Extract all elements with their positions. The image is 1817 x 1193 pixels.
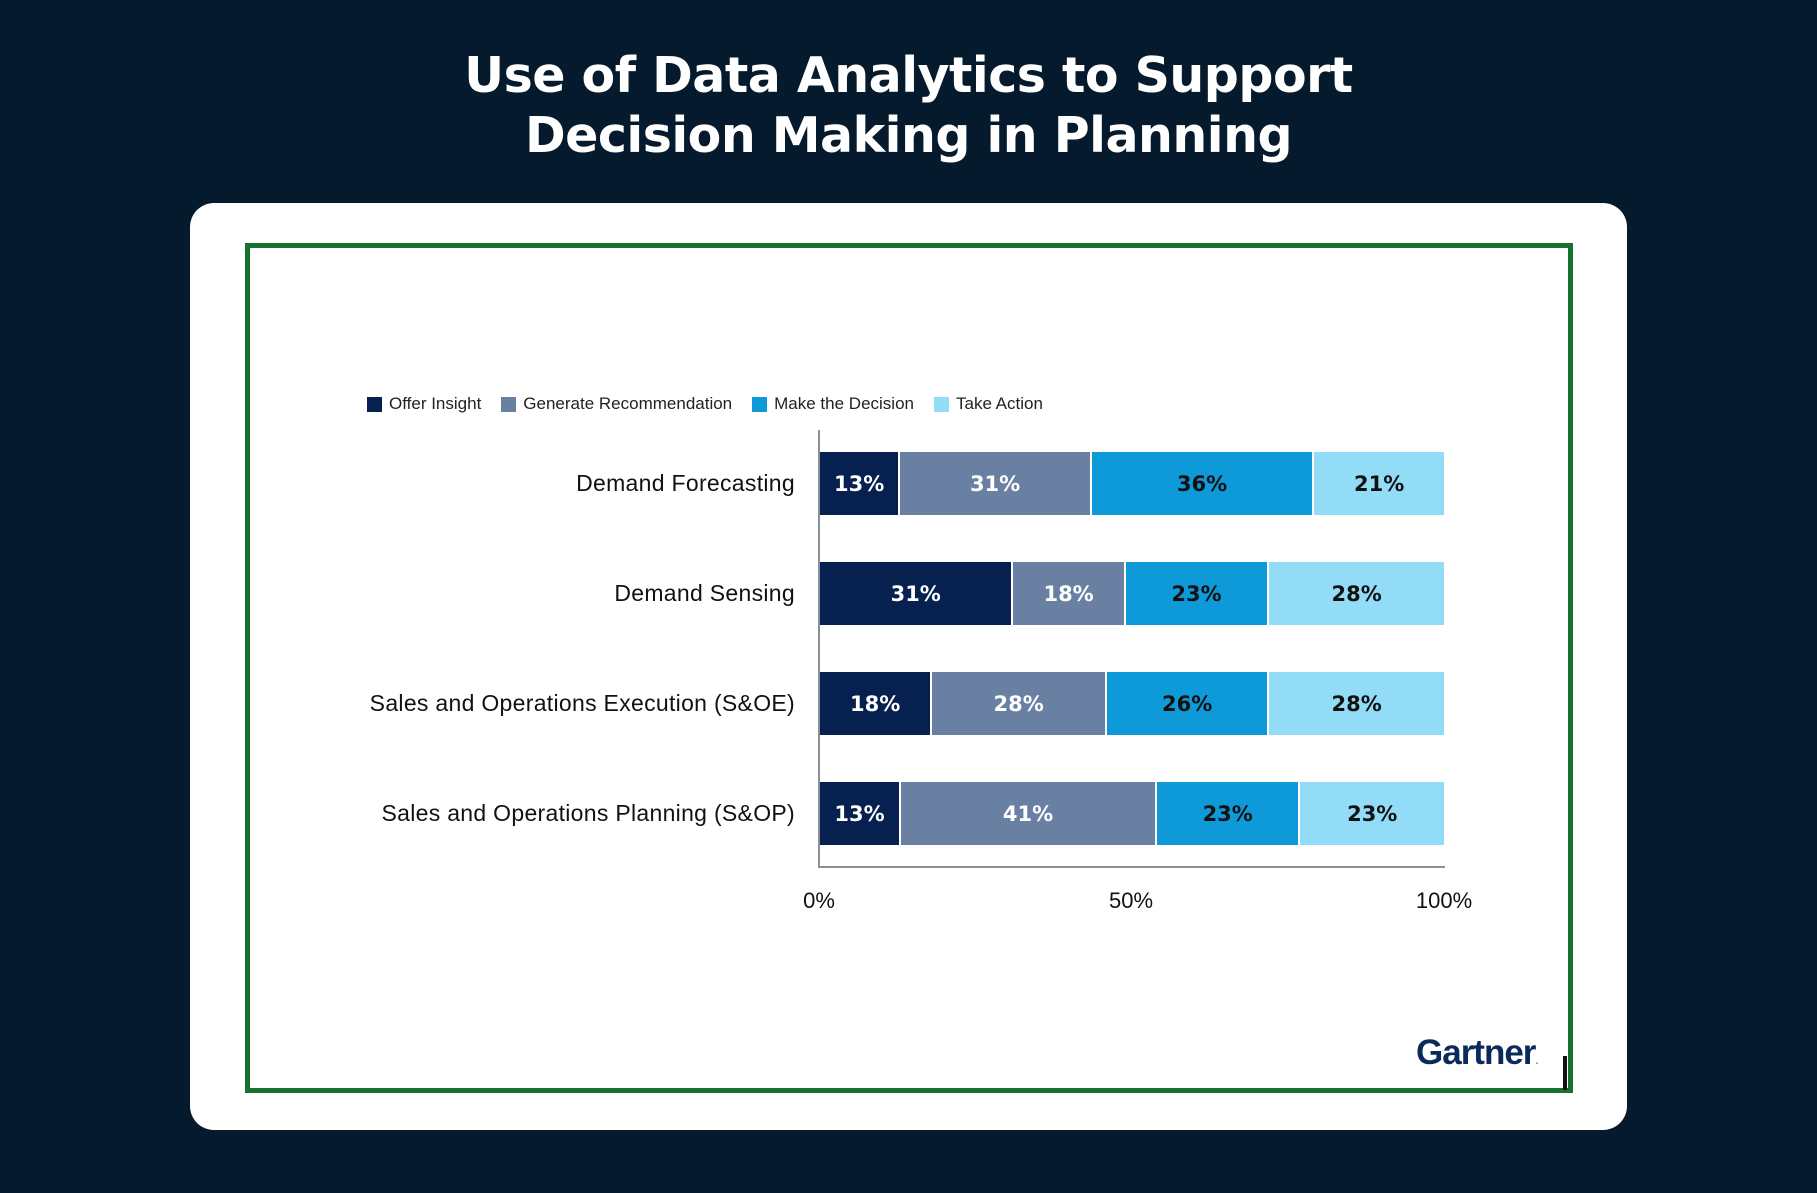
bar-segment: 21% xyxy=(1314,452,1444,515)
category-label: Demand Forecasting xyxy=(576,470,795,496)
logo-registered-mark: . xyxy=(1535,1056,1538,1067)
chart-title: Use of Data Analytics to Support Decisio… xyxy=(0,46,1817,166)
category-label: Demand Sensing xyxy=(614,580,795,606)
stacked-bar: 13% 41% 23% 23% xyxy=(820,782,1444,845)
bar-segment: 18% xyxy=(1013,562,1126,625)
bar-segment: 31% xyxy=(900,452,1092,515)
bar-segment: 18% xyxy=(820,672,933,735)
bar-segment: 28% xyxy=(932,672,1108,735)
category-label: Sales and Operations Planning (S&OP) xyxy=(381,800,795,826)
legend-swatch-offer-insight xyxy=(367,396,382,412)
bar-segment: 23% xyxy=(1156,782,1301,845)
legend-item-take-action: Take Action xyxy=(933,394,1043,414)
bar-segment: 36% xyxy=(1091,452,1315,515)
frame-corner-mark xyxy=(1563,1056,1567,1090)
legend-label: Generate Recommendation xyxy=(523,394,733,413)
bar-segment: 28% xyxy=(1269,562,1444,625)
legend-item-generate-recommendation: Generate Recommendation xyxy=(501,394,732,414)
stacked-bar: 31% 18% 23% 28% xyxy=(820,562,1444,625)
bar-segment: 41% xyxy=(901,782,1157,845)
legend-swatch-make-the-decision xyxy=(752,396,768,412)
x-axis-line xyxy=(818,866,1445,868)
bar-segment: 26% xyxy=(1107,672,1270,735)
bar-segment: 13% xyxy=(820,452,901,515)
x-tick-0: 0% xyxy=(803,888,835,913)
legend-swatch-generate-recommendation xyxy=(501,396,517,412)
title-line-1: Use of Data Analytics to Support xyxy=(464,47,1353,104)
legend-label: Make the Decision xyxy=(774,394,914,413)
title-line-2: Decision Making in Planning xyxy=(524,107,1293,164)
gartner-logo: Gartner. xyxy=(1416,1033,1538,1073)
y-axis-line xyxy=(818,430,820,868)
x-tick-100: 100% xyxy=(1415,888,1473,913)
legend-label: Offer Insight xyxy=(389,394,482,413)
bar-segment: 31% xyxy=(820,562,1014,625)
stacked-bar: 18% 28% 26% 28% xyxy=(820,672,1444,735)
logo-text: Gartner xyxy=(1416,1033,1536,1072)
chart-frame xyxy=(245,243,1573,1093)
category-label: Sales and Operations Execution (S&OE) xyxy=(369,690,795,716)
chart-card xyxy=(190,203,1627,1130)
legend-label: Take Action xyxy=(955,394,1043,413)
x-tick-50: 50% xyxy=(1108,888,1154,913)
stacked-bar: 13% 31% 36% 21% xyxy=(820,452,1444,515)
legend-item-offer-insight: Offer Insight xyxy=(367,394,481,414)
bar-segment: 23% xyxy=(1125,562,1270,625)
bar-segment: 13% xyxy=(820,782,902,845)
bar-segment: 23% xyxy=(1300,782,1444,845)
legend-item-make-the-decision: Make the Decision xyxy=(752,394,914,414)
bar-segment: 28% xyxy=(1269,672,1444,735)
legend-swatch-take-action xyxy=(933,396,949,412)
legend: Offer Insight Generate Recommendation Ma… xyxy=(367,392,1063,416)
